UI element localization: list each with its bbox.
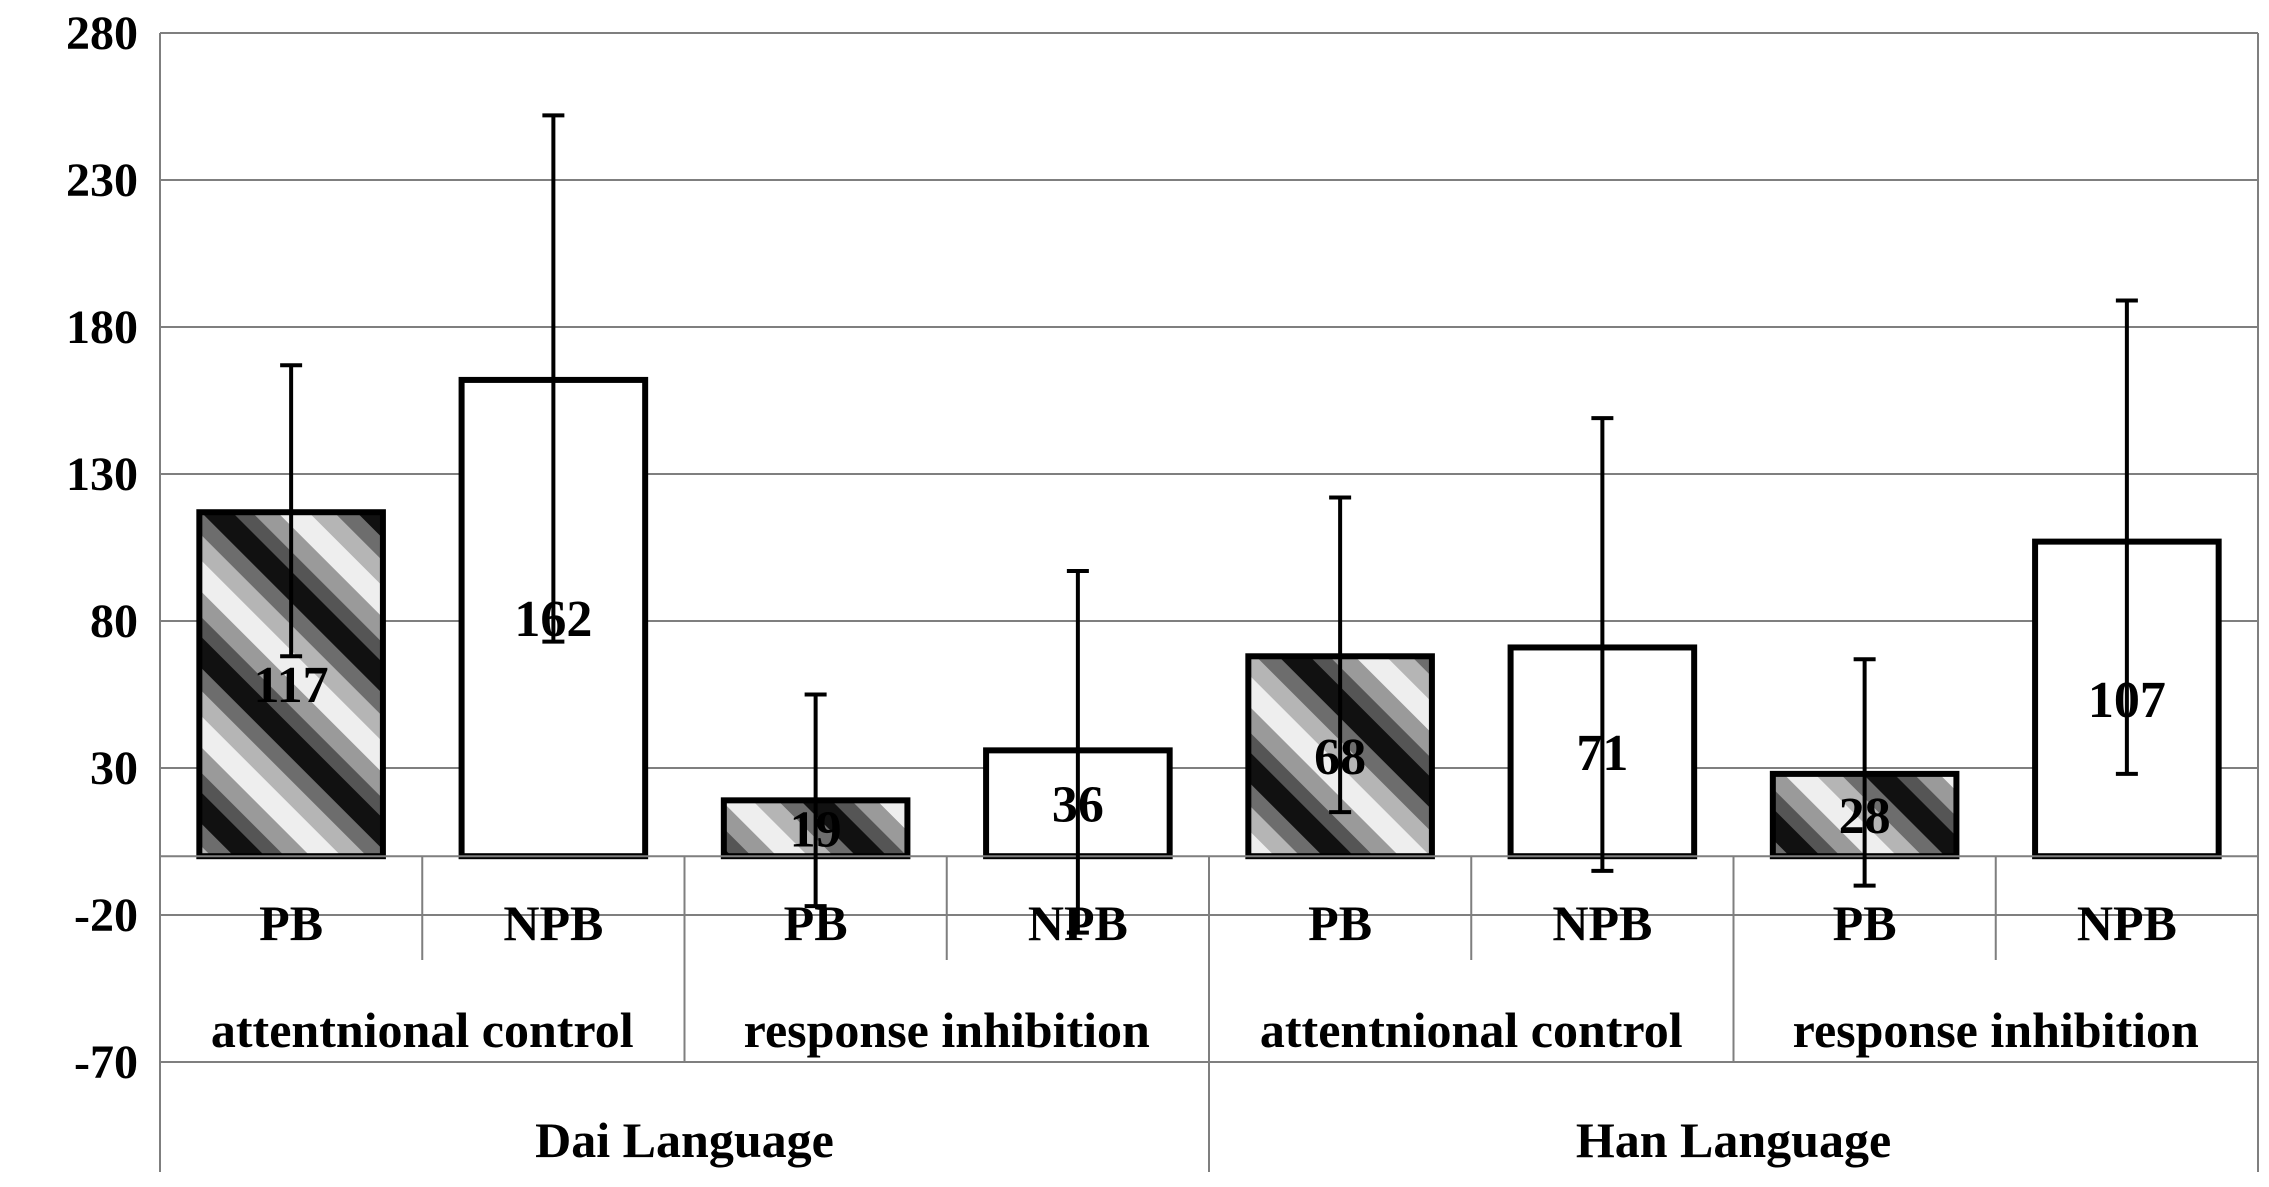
y-tick-label: -20 — [74, 889, 138, 942]
task-label: attentnional control — [211, 1002, 634, 1058]
y-tick-label: 280 — [66, 7, 138, 60]
y-tick-label: 80 — [90, 595, 138, 648]
task-label: response inhibition — [744, 1002, 1150, 1058]
condition-label: PB — [1308, 895, 1372, 951]
task-label: attentnional control — [1260, 1002, 1683, 1058]
error-bars — [280, 113, 2138, 935]
group-label: Han Language — [1576, 1112, 1891, 1168]
y-tick-label: 230 — [66, 154, 138, 207]
condition-label: PB — [259, 895, 323, 951]
data-label: 117 — [254, 657, 329, 714]
y-tick-label: 130 — [66, 448, 138, 501]
y-tick-label: 180 — [66, 301, 138, 354]
condition-label: NPB — [2077, 895, 2177, 951]
y-tick-label: -70 — [74, 1036, 138, 1089]
condition-label: PB — [1833, 895, 1897, 951]
condition-label: NPB — [503, 895, 603, 951]
bars — [196, 376, 2222, 860]
task-label: response inhibition — [1793, 1002, 2199, 1058]
group-label: Dai Language — [535, 1112, 834, 1168]
y-tick-label: 30 — [90, 742, 138, 795]
y-axis-ticks: 280 230 180 130 80 30 -20 -70 — [66, 7, 138, 1089]
condition-label: NPB — [1552, 895, 1652, 951]
